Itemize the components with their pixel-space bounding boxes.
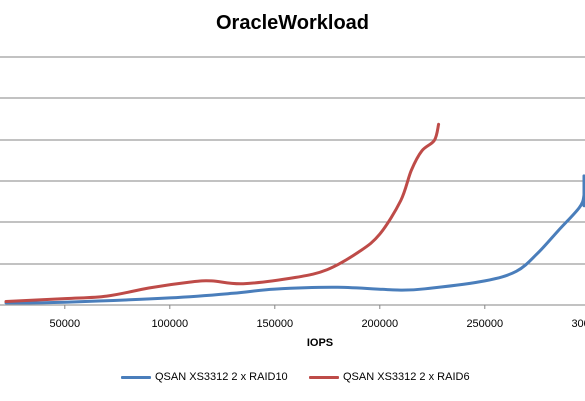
series-line-raid6 [4, 122, 441, 303]
legend-label-raid10: QSAN XS3312 2 x RAID10 [155, 371, 288, 383]
x-tick-labels: 50000 100000 150000 200000 250000 300000 [50, 305, 585, 330]
series-line-raid10 [4, 174, 585, 305]
x-tick-label: 250000 [466, 318, 503, 330]
legend-swatch-raid6 [309, 375, 339, 379]
gridlines [0, 56, 585, 265]
series-lines [4, 122, 585, 305]
legend-swatch-raid10 [121, 375, 151, 379]
x-axis-title: IOPS [306, 337, 334, 349]
x-tick-label: 200000 [361, 318, 398, 330]
legend-item-raid10: QSAN XS3312 2 x RAID10 [121, 371, 288, 383]
x-tick-label: 50000 [50, 318, 81, 330]
legend-label-raid6: QSAN XS3312 2 x RAID6 [343, 371, 470, 383]
legend-item-raid6: QSAN XS3312 2 x RAID6 [309, 371, 470, 383]
x-tick-label: 150000 [256, 318, 293, 330]
x-tick-label: 100000 [151, 318, 188, 330]
x-tick-label: 300000 [571, 318, 585, 330]
chart-title: OracleWorkload [215, 12, 370, 34]
